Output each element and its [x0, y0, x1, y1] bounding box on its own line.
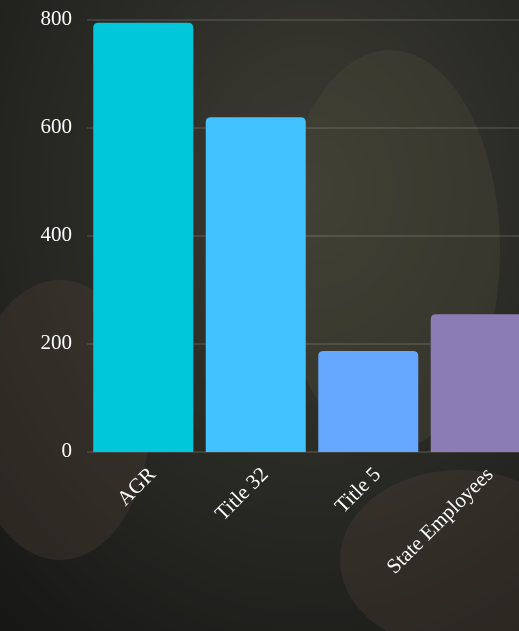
y-tick-label: 0: [62, 438, 73, 462]
bar: [318, 351, 419, 452]
background-figure: [340, 470, 519, 631]
y-tick-label: 200: [41, 330, 73, 354]
y-tick-label: 600: [41, 114, 73, 138]
y-tick-label: 800: [41, 6, 73, 30]
bar: [430, 314, 519, 452]
bar: [205, 117, 306, 452]
y-tick-label: 400: [41, 222, 73, 246]
bar: [93, 22, 194, 452]
